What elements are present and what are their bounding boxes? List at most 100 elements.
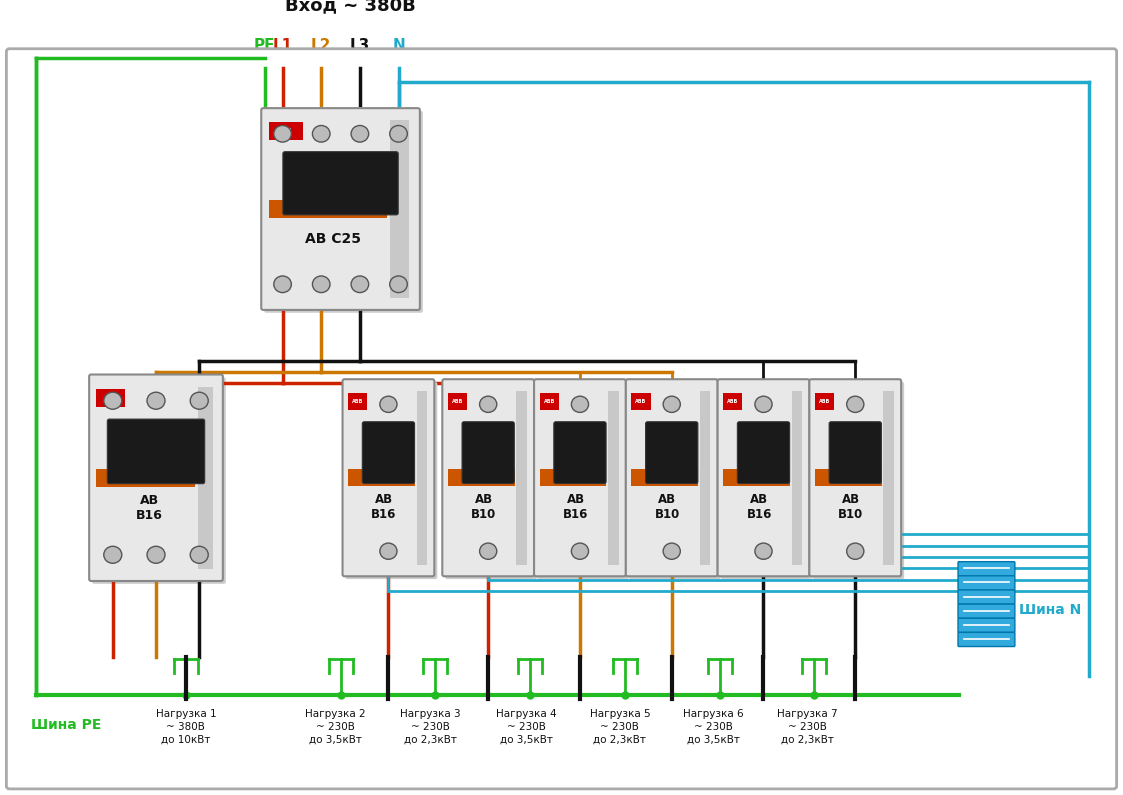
FancyBboxPatch shape bbox=[535, 379, 626, 576]
FancyBboxPatch shape bbox=[829, 421, 882, 483]
Circle shape bbox=[480, 543, 496, 560]
Bar bbox=[815, 469, 882, 487]
Circle shape bbox=[480, 396, 496, 413]
Circle shape bbox=[190, 546, 208, 564]
Circle shape bbox=[274, 126, 291, 142]
FancyBboxPatch shape bbox=[343, 379, 435, 576]
Circle shape bbox=[755, 543, 773, 560]
Bar bbox=[348, 469, 414, 487]
FancyBboxPatch shape bbox=[283, 152, 399, 215]
Circle shape bbox=[190, 392, 208, 409]
FancyBboxPatch shape bbox=[442, 379, 535, 576]
Circle shape bbox=[755, 396, 773, 413]
FancyBboxPatch shape bbox=[958, 604, 1015, 619]
FancyBboxPatch shape bbox=[958, 619, 1015, 632]
Circle shape bbox=[572, 543, 588, 560]
FancyBboxPatch shape bbox=[958, 590, 1015, 604]
Circle shape bbox=[847, 543, 864, 560]
Text: АВ
В16: АВ В16 bbox=[136, 494, 163, 522]
Text: АВ
В16: АВ В16 bbox=[372, 493, 396, 521]
FancyBboxPatch shape bbox=[738, 421, 789, 483]
FancyBboxPatch shape bbox=[89, 374, 222, 581]
Text: Нагрузка 4
~ 230В
до 3,5кВт: Нагрузка 4 ~ 230В до 3,5кВт bbox=[495, 709, 556, 744]
Text: ABB: ABB bbox=[451, 399, 463, 404]
Bar bbox=[723, 393, 742, 410]
Bar bbox=[884, 391, 894, 564]
Bar bbox=[97, 468, 195, 487]
FancyBboxPatch shape bbox=[554, 421, 606, 483]
Bar bbox=[348, 393, 367, 410]
Bar bbox=[390, 120, 409, 298]
FancyBboxPatch shape bbox=[462, 421, 514, 483]
Text: Вход ~ 380В: Вход ~ 380В bbox=[285, 0, 416, 14]
Circle shape bbox=[351, 126, 368, 142]
Circle shape bbox=[103, 392, 121, 409]
FancyBboxPatch shape bbox=[262, 108, 420, 310]
Circle shape bbox=[390, 126, 408, 142]
Text: ABB: ABB bbox=[104, 395, 117, 400]
Circle shape bbox=[147, 392, 165, 409]
Bar bbox=[448, 393, 467, 410]
Text: L1: L1 bbox=[273, 38, 293, 53]
FancyBboxPatch shape bbox=[626, 379, 718, 576]
FancyBboxPatch shape bbox=[264, 111, 423, 312]
Text: АВ
В10: АВ В10 bbox=[472, 493, 496, 521]
FancyBboxPatch shape bbox=[958, 576, 1015, 590]
Bar bbox=[700, 391, 711, 564]
Bar bbox=[792, 391, 802, 564]
FancyBboxPatch shape bbox=[446, 382, 537, 579]
Text: Нагрузка 5
~ 230В
до 2,3кВт: Нагрузка 5 ~ 230В до 2,3кВт bbox=[590, 709, 650, 744]
Text: Нагрузка 6
~ 230В
до 3,5кВт: Нагрузка 6 ~ 230В до 3,5кВт bbox=[683, 709, 743, 744]
Bar bbox=[539, 469, 606, 487]
Bar bbox=[97, 389, 125, 407]
Text: L2: L2 bbox=[311, 38, 331, 53]
Circle shape bbox=[147, 546, 165, 564]
FancyBboxPatch shape bbox=[810, 379, 901, 576]
FancyBboxPatch shape bbox=[346, 382, 437, 579]
Text: Шина N: Шина N bbox=[1019, 603, 1081, 617]
FancyBboxPatch shape bbox=[958, 561, 1015, 576]
FancyBboxPatch shape bbox=[537, 382, 629, 579]
Bar bbox=[539, 393, 559, 410]
FancyBboxPatch shape bbox=[363, 421, 414, 483]
FancyBboxPatch shape bbox=[721, 382, 812, 579]
Circle shape bbox=[380, 396, 398, 413]
Bar bbox=[198, 386, 213, 569]
Bar bbox=[723, 469, 789, 487]
Bar bbox=[270, 200, 387, 218]
Circle shape bbox=[312, 126, 330, 142]
Bar bbox=[631, 469, 699, 487]
Bar bbox=[517, 391, 527, 564]
Text: PE: PE bbox=[254, 38, 275, 53]
Text: АВ С25: АВ С25 bbox=[304, 231, 360, 246]
FancyBboxPatch shape bbox=[812, 382, 904, 579]
Text: Шина РЕ: Шина РЕ bbox=[31, 718, 102, 732]
Text: Нагрузка 2
~ 230В
до 3,5кВт: Нагрузка 2 ~ 230В до 3,5кВт bbox=[305, 709, 366, 744]
Bar bbox=[417, 391, 427, 564]
Text: ABB: ABB bbox=[728, 399, 739, 404]
Circle shape bbox=[572, 396, 588, 413]
Circle shape bbox=[312, 276, 330, 293]
Circle shape bbox=[380, 543, 398, 560]
Text: АВ
В16: АВ В16 bbox=[747, 493, 772, 521]
Text: ABB: ABB bbox=[636, 399, 647, 404]
Circle shape bbox=[664, 543, 681, 560]
Text: АВ
В16: АВ В16 bbox=[563, 493, 588, 521]
Text: N: N bbox=[392, 38, 405, 53]
Circle shape bbox=[390, 276, 408, 293]
Text: L3: L3 bbox=[349, 38, 369, 53]
Bar bbox=[631, 393, 650, 410]
Circle shape bbox=[847, 396, 864, 413]
Bar bbox=[608, 391, 619, 564]
Text: АВ
В10: АВ В10 bbox=[838, 493, 864, 521]
Circle shape bbox=[664, 396, 681, 413]
FancyBboxPatch shape bbox=[92, 378, 226, 584]
Text: Нагрузка 7
~ 230В
до 2,3кВт: Нагрузка 7 ~ 230В до 2,3кВт bbox=[777, 709, 838, 744]
Circle shape bbox=[274, 276, 291, 293]
Bar bbox=[448, 469, 514, 487]
Text: ABB: ABB bbox=[281, 128, 292, 134]
FancyBboxPatch shape bbox=[629, 382, 721, 579]
Text: ABB: ABB bbox=[819, 399, 830, 404]
Bar bbox=[815, 393, 834, 410]
Text: Нагрузка 3
~ 230В
до 2,3кВт: Нагрузка 3 ~ 230В до 2,3кВт bbox=[400, 709, 460, 744]
